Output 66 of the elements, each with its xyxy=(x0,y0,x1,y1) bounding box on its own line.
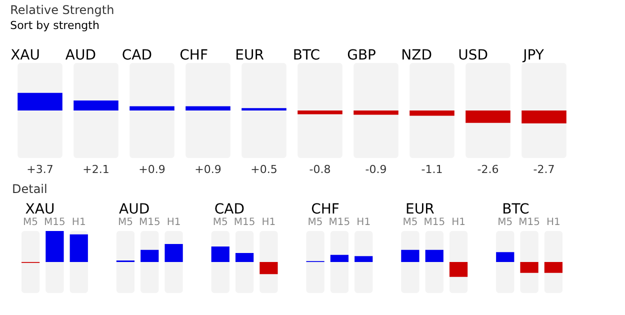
x-tick-label: EUR xyxy=(406,202,435,218)
bar xyxy=(211,246,230,262)
chart-title: Detail xyxy=(12,182,48,196)
text: Sort by strength xyxy=(10,19,100,32)
x-tick-label: NZD xyxy=(401,48,432,64)
text: H1 xyxy=(546,217,560,228)
bar xyxy=(544,262,563,273)
chart-title: Relative Strength xyxy=(10,3,114,17)
text: M15 xyxy=(138,217,160,228)
data-label: +0.5 xyxy=(250,163,278,176)
data-label: -0.8 xyxy=(309,163,331,176)
text: H1 xyxy=(166,217,181,228)
text: M15 xyxy=(234,217,256,228)
x-tick-label: GBP xyxy=(347,48,376,64)
x-tick-label: XAU xyxy=(10,48,40,64)
data-label: +0.9 xyxy=(194,163,222,176)
bar xyxy=(425,250,444,262)
bar xyxy=(496,252,514,262)
bar xyxy=(401,250,420,262)
text: H1 xyxy=(356,217,371,228)
text: M5 xyxy=(402,217,418,228)
bar xyxy=(260,262,278,274)
text: M5 xyxy=(23,217,38,228)
text: M15 xyxy=(328,217,350,228)
bar xyxy=(466,110,510,123)
text: M15 xyxy=(424,217,446,228)
bar xyxy=(235,253,254,262)
data-label: -2.7 xyxy=(533,163,555,176)
text: H1 xyxy=(452,217,466,228)
x-tick-label: AUD xyxy=(119,202,150,218)
x-tick-label: EUR xyxy=(235,48,264,64)
bar xyxy=(186,106,230,110)
bar xyxy=(18,92,62,110)
bar xyxy=(298,110,342,114)
bar xyxy=(74,100,118,110)
data-label: -2.6 xyxy=(477,163,499,176)
x-tick-label: JPY xyxy=(522,48,544,64)
data-label: +0.9 xyxy=(138,163,166,176)
x-tick-label: BTC xyxy=(292,48,320,64)
bar xyxy=(449,262,468,277)
bar xyxy=(410,110,454,116)
data-label: -0.9 xyxy=(365,163,387,176)
data-label: +3.7 xyxy=(26,163,54,176)
x-tick-label: XAU xyxy=(25,202,55,218)
x-tick-label: CAD xyxy=(214,202,245,218)
bar xyxy=(522,110,566,124)
x-tick-label: USD xyxy=(458,48,488,64)
bar xyxy=(130,106,174,110)
x-tick-label: CHF xyxy=(180,48,208,64)
series-label: H1 xyxy=(72,217,86,228)
x-tick-label: BTC xyxy=(502,202,530,218)
series-label: M5 xyxy=(212,217,228,228)
text: M5 xyxy=(498,217,513,228)
text: M5 xyxy=(118,217,133,228)
data-label: -1.1 xyxy=(421,163,443,176)
x-tick-label: AUD xyxy=(65,48,96,64)
text: M15 xyxy=(518,217,540,228)
x-tick-label: CAD xyxy=(122,48,152,64)
data-label: +2.1 xyxy=(82,163,110,176)
series-label: M15 xyxy=(44,217,66,228)
bar xyxy=(140,250,159,262)
x-tick-label: CHF xyxy=(311,202,340,218)
bar xyxy=(354,110,398,115)
bar xyxy=(330,254,349,262)
text: H1 xyxy=(262,217,276,228)
text: M5 xyxy=(308,217,323,228)
